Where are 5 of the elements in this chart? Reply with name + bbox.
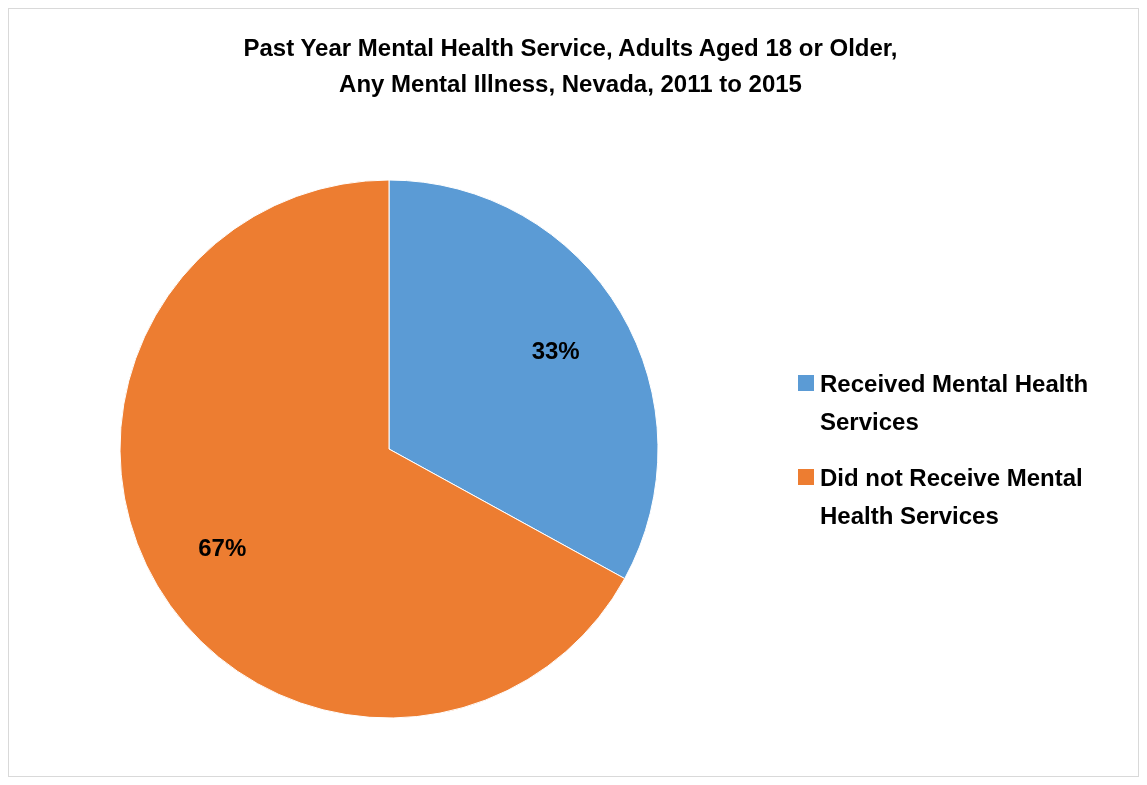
chart-title: Past Year Mental Health Service, Adults Aged 18 or Older, Any Mental Illness, Nevada, 2011 to 2015 bbox=[243, 34, 898, 97]
legend-label: Received Mental Health Services bbox=[820, 369, 1089, 435]
data-label: 33% bbox=[531, 336, 580, 364]
data-label: 67% bbox=[198, 534, 247, 562]
legend-label: Did not Receive Mental Health Services bbox=[820, 463, 1083, 529]
